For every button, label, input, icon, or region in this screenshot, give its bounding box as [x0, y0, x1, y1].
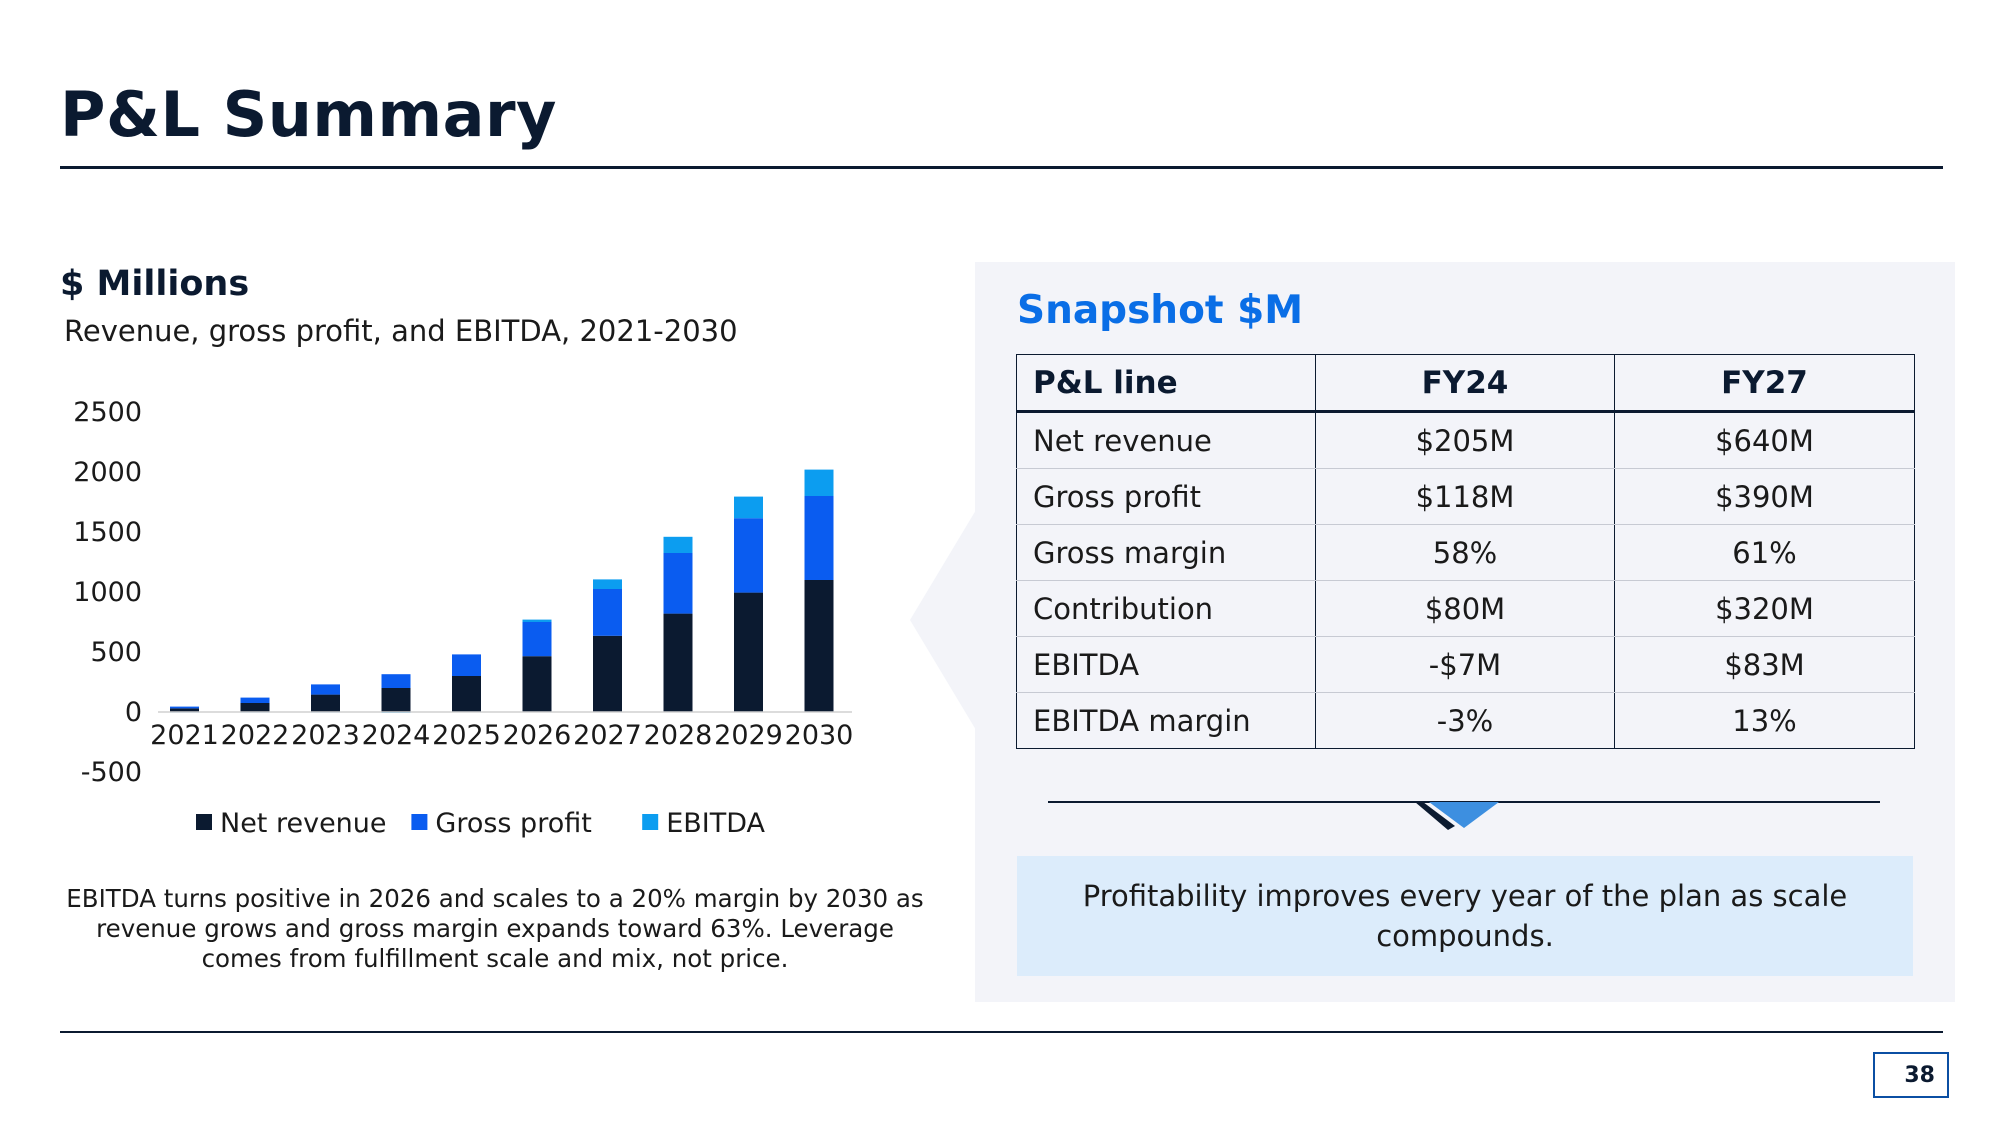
- table-cell: $83M: [1614, 636, 1915, 693]
- y-tick-label: 1500: [73, 517, 142, 548]
- slide-title: P&L Summary: [60, 78, 557, 151]
- table-header-row: P&L line FY24 FY27: [1016, 354, 1915, 413]
- y-tick-label: -500: [81, 757, 142, 788]
- bar-segment: [663, 613, 693, 712]
- table-cell: $118M: [1315, 468, 1615, 525]
- legend-label: EBITDA: [666, 808, 765, 839]
- bar-segment: [734, 518, 763, 593]
- x-tick-label: 2024: [362, 720, 431, 751]
- table-row: EBITDA -$7M $83M: [1016, 636, 1915, 693]
- chart-units-label: $ Millions: [60, 264, 250, 304]
- callout-text: Profitability improves every year of the…: [1082, 879, 1848, 953]
- y-tick-label: 0: [125, 697, 142, 728]
- bar-segment: [804, 496, 834, 580]
- title-underline: [60, 166, 1943, 169]
- bar-segment: [311, 694, 340, 712]
- snapshot-table: P&L line FY24 FY27 Net revenue $205M $64…: [1016, 354, 1915, 749]
- bar-segment: [170, 708, 199, 712]
- bar-segment: [804, 469, 834, 496]
- table-header-cell: FY27: [1614, 354, 1915, 413]
- table-cell: EBITDA: [1016, 636, 1316, 693]
- bar-segment: [522, 619, 552, 622]
- snapshot-callout: Profitability improves every year of the…: [1017, 856, 1913, 976]
- x-tick-label: 2026: [503, 720, 572, 751]
- table-row: Net revenue $205M $640M: [1016, 411, 1915, 469]
- table-row: Gross profit $118M $390M: [1016, 468, 1915, 525]
- bar-segment: [522, 656, 552, 712]
- y-tick-label: 2500: [73, 397, 142, 428]
- bar-segment: [170, 706, 199, 709]
- table-header-cell: P&L line: [1016, 354, 1316, 413]
- y-tick-label: 1000: [73, 577, 142, 608]
- legend-swatch: [411, 814, 428, 830]
- table-cell: 13%: [1614, 692, 1915, 749]
- table-cell: $205M: [1315, 411, 1615, 469]
- bar-segment: [452, 654, 481, 676]
- bar-segment: [734, 592, 763, 712]
- table-cell: 58%: [1315, 524, 1615, 581]
- x-tick-label: 2025: [432, 720, 501, 751]
- chart-subtitle: Revenue, gross profit, and EBITDA, 2021-…: [64, 314, 738, 348]
- table-cell: $390M: [1614, 468, 1915, 525]
- table-cell: $320M: [1614, 580, 1915, 637]
- snapshot-title: Snapshot $M: [1017, 288, 1304, 333]
- stacked-bar-chart: 2500 2000 1500 1000 500 0 -500 2021 2022 2023 2024…: [73, 397, 854, 839]
- bar-segment: [522, 622, 552, 657]
- legend-label: Gross profit: [435, 808, 591, 839]
- legend-swatch: [196, 814, 212, 830]
- bar-segment: [663, 553, 693, 614]
- table-cell: -3%: [1315, 692, 1615, 749]
- table-cell: 61%: [1614, 524, 1915, 581]
- x-tick-label: 2028: [644, 720, 713, 751]
- x-tick-label: 2021: [150, 720, 219, 751]
- table-row: Contribution $80M $320M: [1016, 580, 1915, 637]
- table-header-cell: FY24: [1315, 354, 1615, 413]
- bar-segment: [593, 635, 622, 712]
- bar-segment: [593, 589, 622, 636]
- x-tick-label: 2023: [291, 720, 360, 751]
- table-row: EBITDA margin -3% 13%: [1016, 692, 1915, 749]
- table-cell: Gross margin: [1016, 524, 1316, 581]
- y-tick-label: 2000: [73, 457, 142, 488]
- table-cell: Contribution: [1016, 580, 1316, 637]
- bar-segment: [381, 674, 411, 688]
- x-tick-label: 2030: [785, 720, 854, 751]
- table-cell: Net revenue: [1016, 411, 1316, 469]
- table-cell: -$7M: [1315, 636, 1615, 693]
- footer-rule: [60, 1031, 1943, 1033]
- bar-segment: [240, 697, 270, 703]
- table-row: Gross margin 58% 61%: [1016, 524, 1915, 581]
- table-cell: Gross profit: [1016, 468, 1316, 525]
- y-tick-label: 500: [90, 637, 142, 668]
- panel-pointer: [910, 510, 976, 730]
- bar-segment: [734, 496, 763, 519]
- chart-caption: EBITDA turns positive in 2026 and scales…: [66, 884, 924, 973]
- bar-segment: [804, 580, 834, 712]
- bar-segment: [452, 676, 481, 712]
- x-tick-label: 2027: [573, 720, 642, 751]
- bar-segment: [593, 579, 622, 589]
- down-chevron-icon: [1415, 802, 1499, 830]
- x-tick-label: 2029: [714, 720, 783, 751]
- legend-swatch: [642, 814, 659, 830]
- bar-segment: [663, 536, 693, 553]
- page-number: 38: [1873, 1052, 1949, 1098]
- legend-label: Net revenue: [220, 808, 387, 839]
- table-cell: $640M: [1614, 411, 1915, 469]
- table-cell: EBITDA margin: [1016, 692, 1316, 749]
- bar-segment: [311, 684, 340, 695]
- bar-segment: [381, 688, 411, 712]
- x-tick-label: 2022: [221, 720, 290, 751]
- table-cell: $80M: [1315, 580, 1615, 637]
- bar-segment: [240, 703, 270, 712]
